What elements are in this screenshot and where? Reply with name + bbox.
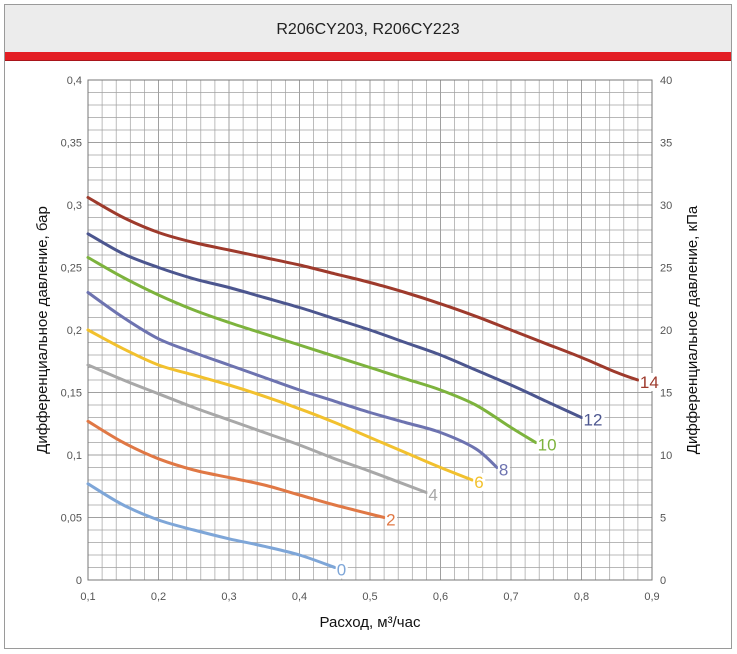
curve-label-14: 14 [640, 373, 659, 392]
curve-14 [86, 196, 640, 382]
y-right-tick-label: 5 [660, 513, 666, 525]
curve-label-bg [536, 435, 559, 454]
curve-0 [86, 482, 337, 569]
curve-label-4: 4 [428, 486, 437, 505]
curve-label-0: 0 [337, 561, 346, 580]
curve-4 [86, 363, 428, 494]
curve-label-bg [335, 560, 348, 579]
y-right-tick-label: 40 [660, 75, 672, 87]
curve-label-bg [385, 510, 398, 529]
curve-label-bg [497, 460, 510, 479]
x-tick-label: 0,7 [503, 591, 518, 603]
x-tick-label: 0,4 [292, 591, 307, 603]
y-left-axis-title: Дифференциальное давление, бар [34, 206, 51, 454]
curve-label-bg [427, 485, 440, 504]
curve-label-2: 2 [386, 511, 395, 530]
curve-label-bg [582, 410, 605, 429]
y-left-tick-label: 0 [76, 575, 82, 587]
y-left-tick-label: 0,3 [67, 200, 82, 212]
y-left-tick-label: 0,05 [61, 513, 82, 525]
x-tick-label: 0,8 [574, 591, 589, 603]
curve-8 [86, 291, 499, 469]
y-right-tick-label: 20 [660, 325, 672, 337]
curve-label-10: 10 [538, 436, 557, 455]
y-left-tick-label: 0,25 [61, 263, 82, 275]
y-left-tick-label: 0,35 [61, 138, 82, 150]
curve-label-8: 8 [499, 461, 508, 480]
chart-title: R206CY203, R206CY223 [276, 21, 460, 38]
y-right-tick-label: 15 [660, 388, 672, 400]
red-accent-bar [5, 52, 731, 61]
y-left-tick-label: 0,2 [67, 325, 82, 337]
y-left-tick-label: 0,15 [61, 388, 82, 400]
curve-label-bg [473, 473, 486, 491]
y-right-tick-label: 35 [660, 138, 672, 150]
y-right-tick-label: 0 [660, 575, 666, 587]
x-tick-label: 0,1 [80, 591, 95, 603]
x-tick-label: 0,2 [151, 591, 166, 603]
curve-6 [86, 328, 474, 482]
curve-label-12: 12 [584, 411, 603, 430]
x-axis-title: Расход, м³/час [320, 614, 421, 631]
y-right-axis-title: Дифференциальное давление, кПа [684, 205, 701, 454]
y-right-tick-label: 10 [660, 450, 672, 462]
y-left-tick-label: 0,1 [67, 450, 82, 462]
curve-10 [86, 256, 538, 444]
x-tick-label: 0,5 [362, 591, 377, 603]
curve-12 [86, 232, 583, 419]
x-tick-label: 0,6 [433, 591, 448, 603]
curve-label-bg [638, 373, 661, 391]
x-tick-label: 0,9 [644, 591, 659, 603]
y-right-tick-label: 25 [660, 263, 672, 275]
curve-2 [86, 419, 386, 519]
header-bar: R206CY203, R206CY223 [5, 5, 731, 53]
curve-label-6: 6 [474, 473, 483, 492]
x-tick-label: 0,3 [221, 591, 236, 603]
y-right-tick-label: 30 [660, 200, 672, 212]
y-left-tick-label: 0,4 [67, 75, 82, 87]
